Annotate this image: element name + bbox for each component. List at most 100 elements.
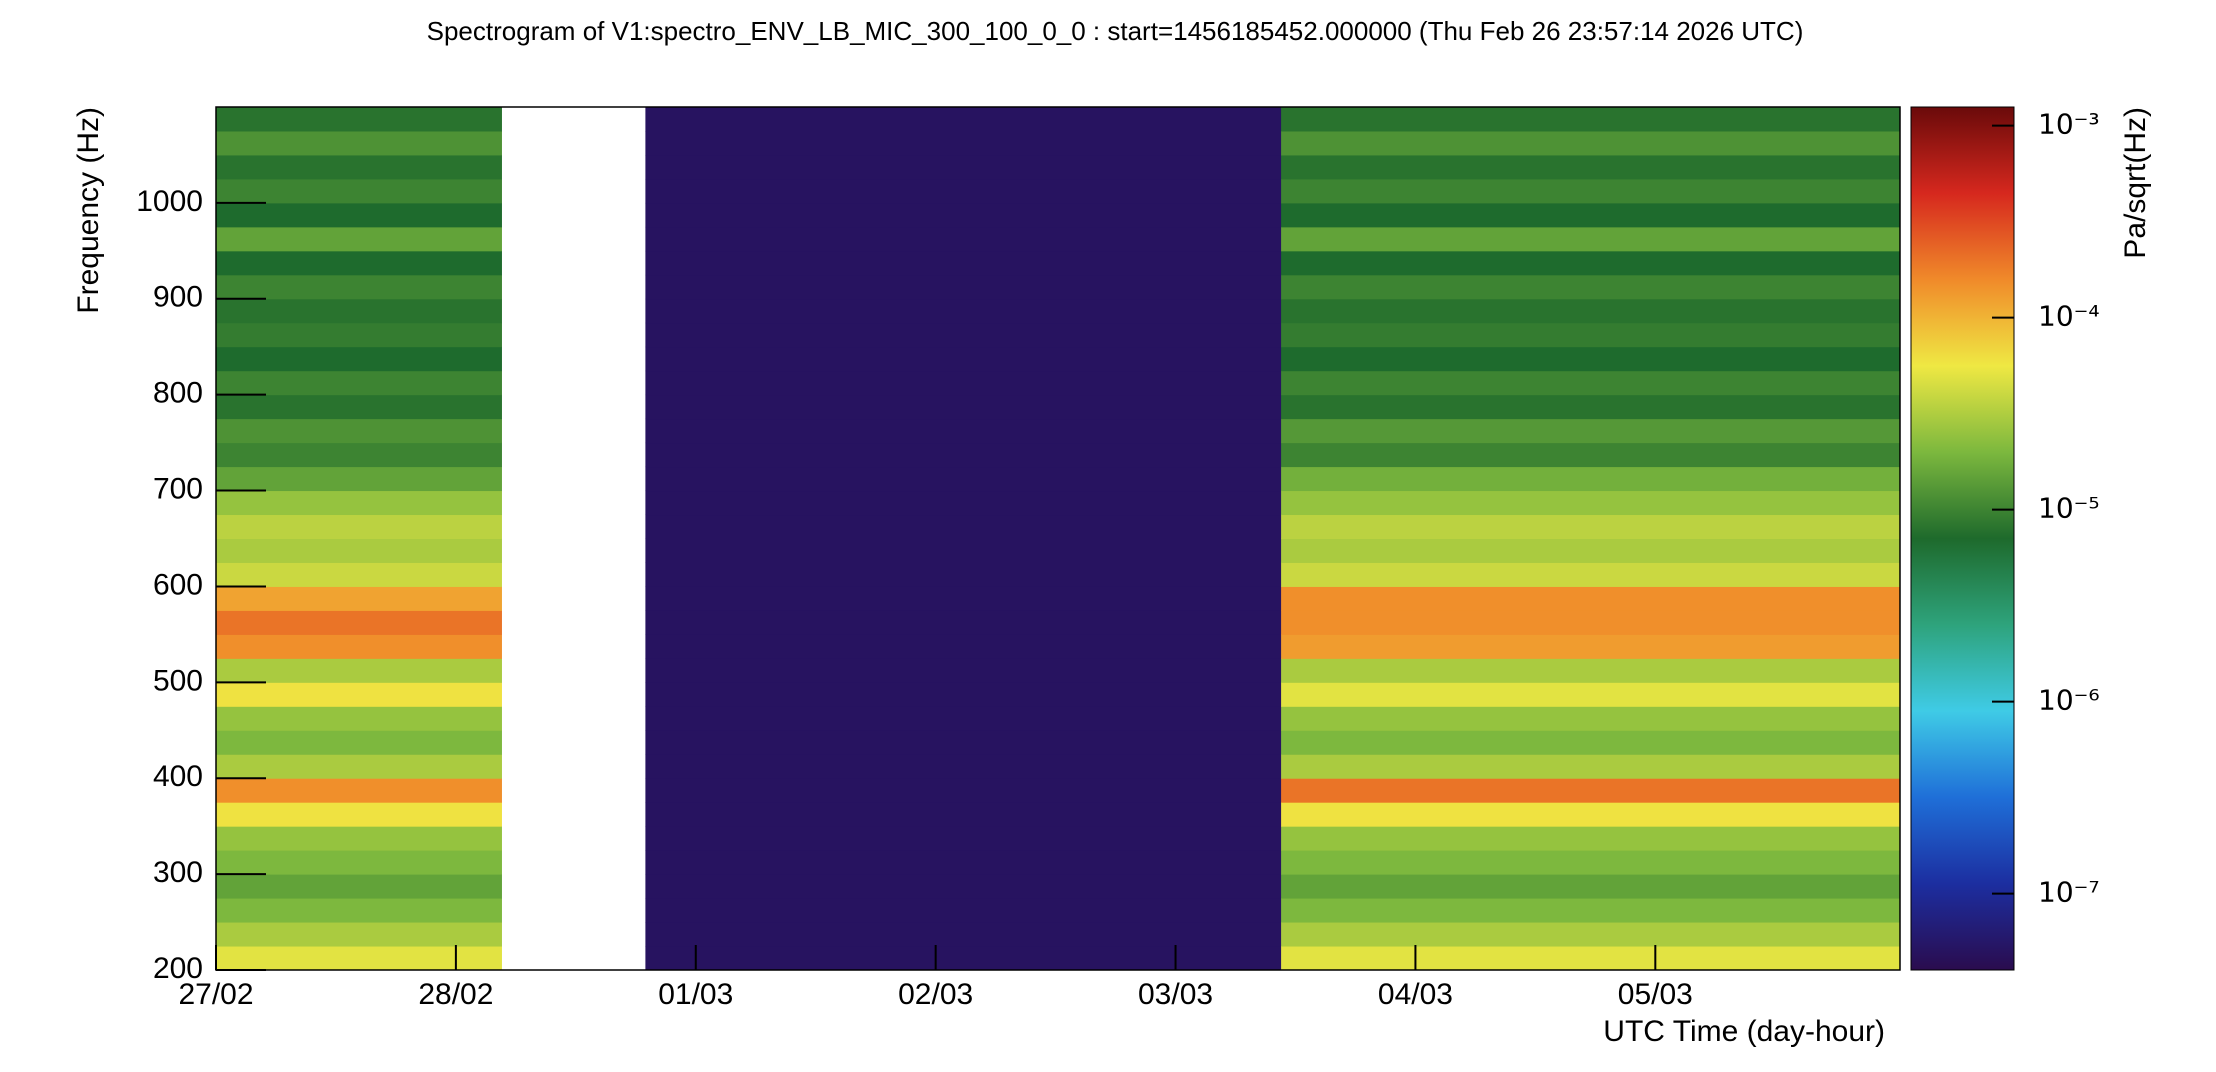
x-tick-label: 27/02 — [178, 978, 253, 1011]
heatmap-cell — [1281, 850, 1901, 875]
heatmap-cell — [216, 154, 502, 180]
heatmap-cell — [645, 946, 1282, 971]
colorbar-tick-label: 10⁻⁵ — [2038, 492, 2100, 525]
heatmap-cell — [1281, 418, 1901, 444]
heatmap-cell — [216, 394, 502, 420]
heatmap-cell — [216, 754, 502, 779]
heatmap-cell — [645, 682, 1282, 707]
heatmap-cell — [216, 850, 502, 875]
heatmap-cell — [645, 250, 1282, 276]
heatmap-cell — [645, 466, 1282, 492]
heatmap-cell — [216, 466, 502, 492]
heatmap-cell — [216, 898, 502, 923]
heatmap-cell — [645, 826, 1282, 851]
heatmap-cell — [1281, 898, 1901, 923]
heatmap-cell — [216, 226, 502, 252]
heatmap-cell — [1281, 274, 1901, 300]
heatmap-cell — [216, 658, 502, 683]
heatmap-cell — [1281, 754, 1901, 779]
y-tick-label: 700 — [153, 472, 203, 505]
heatmap-cell — [645, 442, 1282, 468]
chart-title: Spectrogram of V1:spectro_ENV_LB_MIC_300… — [427, 16, 1804, 46]
heatmap-cell — [1281, 874, 1901, 899]
y-tick-label: 200 — [153, 952, 203, 985]
heatmap-cell — [1281, 490, 1901, 516]
heatmap-cell — [645, 298, 1282, 324]
heatmap-cell — [1281, 562, 1901, 587]
heatmap-cell — [645, 898, 1282, 923]
heatmap-cell — [216, 107, 502, 132]
heatmap-cell — [216, 442, 502, 468]
heatmap-cell — [216, 874, 502, 899]
heatmap-cell — [1281, 682, 1901, 707]
heatmap-cell — [216, 514, 502, 539]
heatmap-cell — [645, 370, 1282, 396]
heatmap-cell — [216, 586, 502, 611]
heatmap-cell — [216, 802, 502, 827]
heatmap-cell — [1281, 394, 1901, 420]
heatmap-cell — [645, 107, 1282, 132]
colorbar-tick-label: 10⁻⁷ — [2038, 876, 2100, 909]
heatmap-cell — [216, 130, 502, 156]
heatmap-cell — [216, 682, 502, 707]
heatmap-cell — [645, 706, 1282, 731]
x-tick-label: 01/03 — [658, 978, 733, 1011]
heatmap-cell — [216, 826, 502, 851]
heatmap-cell — [216, 346, 502, 372]
colorbar-tick-label: 10⁻⁶ — [2038, 684, 2100, 717]
colorbar-label: Pa/sqrt(Hz) — [2119, 107, 2152, 259]
heatmap-cell — [1281, 778, 1901, 803]
heatmap-cell — [1281, 130, 1901, 156]
heatmap-cell — [216, 250, 502, 276]
heatmap-cell — [216, 490, 502, 516]
colorbar-tick-label: 10⁻³ — [2038, 108, 2100, 141]
heatmap-cell — [216, 946, 502, 971]
heatmap-cell — [1281, 226, 1901, 252]
y-tick-label: 400 — [153, 760, 203, 793]
x-tick-label: 05/03 — [1618, 978, 1693, 1011]
heatmap-cell — [645, 634, 1282, 659]
heatmap-cell — [1281, 802, 1901, 827]
y-tick-label: 800 — [153, 377, 203, 410]
colorbar — [1910, 106, 2015, 971]
heatmap-cell — [1281, 610, 1901, 635]
y-tick-label: 600 — [153, 568, 203, 601]
heatmap-cell — [645, 538, 1282, 563]
heatmap-cell — [216, 730, 502, 755]
heatmap-cell — [645, 394, 1282, 420]
heatmap-cell — [1281, 107, 1901, 132]
x-tick-label: 28/02 — [418, 978, 493, 1011]
heatmap-cell — [645, 850, 1282, 875]
heatmap-cell — [1281, 298, 1901, 324]
heatmap-cell — [216, 634, 502, 659]
heatmap-cell — [645, 346, 1282, 372]
heatmap-cell — [645, 322, 1282, 348]
heatmap-cell — [1281, 538, 1901, 563]
heatmap-cell — [645, 490, 1282, 516]
heatmap-cell — [1281, 346, 1901, 372]
heatmap-cell — [645, 154, 1282, 180]
y-tick-label: 300 — [153, 856, 203, 889]
heatmap-cell — [1281, 202, 1901, 228]
y-tick-label: 1000 — [136, 185, 203, 218]
heatmap-cell — [1281, 466, 1901, 492]
heatmap-cell — [1281, 634, 1901, 659]
heatmap-cell — [645, 658, 1282, 683]
heatmap-cell — [1281, 178, 1901, 204]
heatmap-cell — [645, 754, 1282, 779]
heatmap-cell — [216, 274, 502, 300]
plot-frame — [215, 106, 1901, 971]
heatmap-cell — [645, 274, 1282, 300]
heatmap-cell — [1281, 442, 1901, 468]
heatmap-cell — [645, 418, 1282, 444]
heatmap-cell — [1281, 946, 1901, 971]
colorbar-tick-label: 10⁻⁴ — [2038, 300, 2100, 333]
heatmap-cell — [645, 202, 1282, 228]
heatmap-cell — [645, 130, 1282, 156]
heatmap-cell — [1281, 322, 1901, 348]
heatmap-cell — [645, 178, 1282, 204]
heatmap-cell — [216, 298, 502, 324]
y-axis-label: Frequency (Hz) — [72, 107, 105, 314]
